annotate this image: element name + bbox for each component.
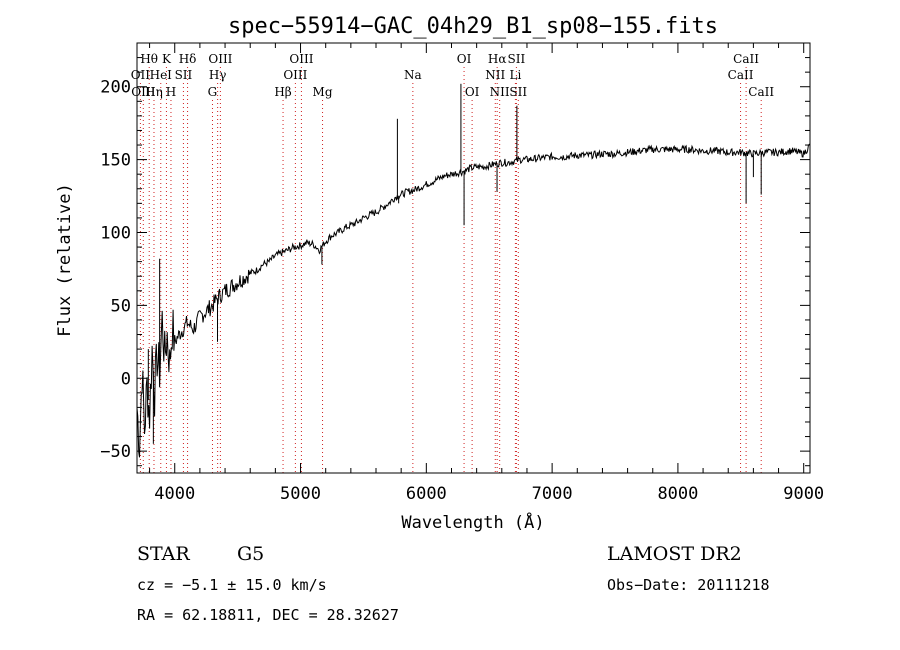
spectral-line-label: CaII [748, 85, 774, 99]
spectral-line-label: NII [490, 85, 510, 99]
spectral-line-label: Hγ [209, 68, 227, 82]
x-tick-label: 6000 [406, 484, 447, 504]
x-axis-label: Wavelength (Å) [401, 511, 544, 533]
spectral-line-label: OIII [208, 52, 232, 66]
spectral-line-label: OII [131, 68, 151, 82]
spectral-line-label: Hα [488, 52, 507, 66]
class-label: STAR [137, 543, 190, 565]
y-tick-label: 50 [111, 296, 131, 316]
chart-title: spec−55914−GAC_04h29_B1_sp08−155.fits [228, 14, 718, 39]
x-tick-label: 8000 [657, 484, 698, 504]
x-axis: 4000 5000 6000 7000 8000 9000 [149, 43, 824, 504]
spectral-line-label: Na [404, 68, 422, 82]
y-tick-label: −50 [100, 442, 131, 462]
spectral-line-label: SII [175, 68, 193, 82]
spectral-line-label: OI [465, 85, 480, 99]
spectral-line-label: Hθ [140, 52, 158, 66]
x-tick-label: 5000 [280, 484, 321, 504]
x-tick-label: 4000 [154, 484, 195, 504]
spectral-line-label: CaII [728, 68, 754, 82]
cz-text: cz = −5.1 ± 15.0 km/s [137, 576, 327, 594]
spectral-line-label: HeI [150, 68, 173, 82]
y-tick-label: 100 [100, 223, 131, 243]
spectral-line-label: SII [509, 85, 527, 99]
spectral-line-label: Mg [313, 85, 333, 99]
y-tick-label: 0 [121, 369, 131, 389]
spectral-line-label: SII [508, 52, 526, 66]
x-tick-label: 9000 [783, 484, 824, 504]
line-marker-layer [139, 67, 762, 473]
subclass-label: G5 [237, 543, 264, 565]
y-axis-label: Flux (relative) [55, 183, 75, 337]
spectral-line-label: Hδ [179, 52, 197, 66]
spectral-line-label: OIII [289, 52, 313, 66]
y-tick-label: 200 [100, 78, 131, 98]
spectral-line-label: H [166, 85, 176, 99]
spectrum-line [136, 143, 811, 458]
spectral-line-label: Li [509, 68, 521, 82]
spectrum-spikes [147, 83, 762, 444]
spectral-line-label: Hη [145, 85, 163, 99]
obs-date-text: Obs−Date: 20111218 [607, 576, 770, 594]
spectral-line-label: OIII [283, 68, 307, 82]
spectral-line-label: CaII [733, 52, 759, 66]
spectral-line-label: OI [457, 52, 472, 66]
spectral-line-label: G [208, 85, 218, 99]
y-axis: −50 0 50 100 150 200 [100, 57, 810, 467]
x-tick-label: 7000 [532, 484, 573, 504]
marker-label-layer: OIIOIIIHθHηHeIKHSIIHδGHγOIIIHβOIIIOIIIMg… [131, 52, 775, 99]
spectral-line-label: NII [485, 68, 505, 82]
spectral-line-label: Hβ [274, 85, 291, 99]
spectral-line-label: K [162, 52, 172, 66]
y-tick-label: 150 [100, 151, 131, 171]
survey-label: LAMOST DR2 [607, 543, 742, 565]
plot-frame [136, 42, 811, 474]
radec-text: RA = 62.18811, DEC = 28.32627 [137, 606, 399, 624]
